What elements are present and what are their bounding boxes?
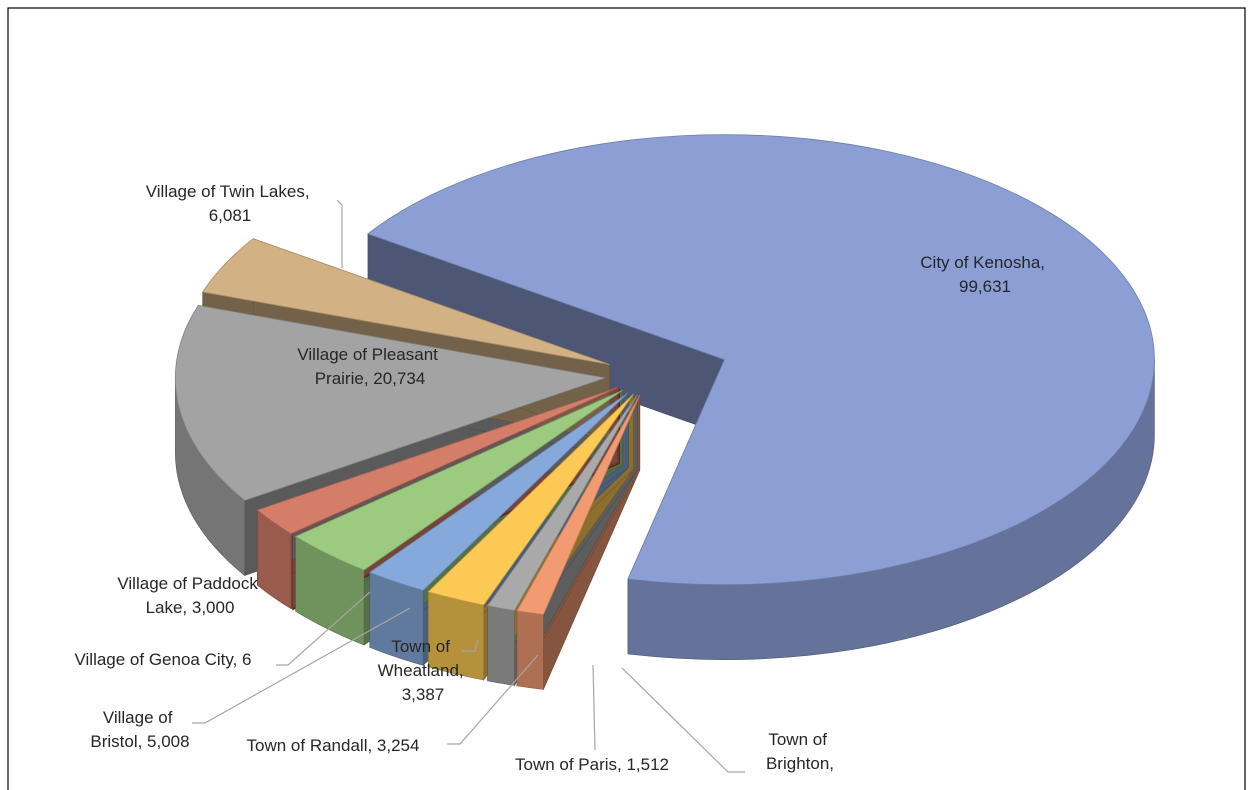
data-label: Town of Paris, 1,512: [515, 755, 669, 774]
data-label: Village of Paddock Lake, 3,000: [117, 574, 262, 617]
label-line: Village of Pleasant: [297, 345, 442, 364]
slice-outer-side: [516, 610, 544, 690]
data-label: Village of Genoa City, 6: [74, 650, 251, 669]
leader-line: [336, 199, 343, 268]
leader-line: [462, 639, 479, 652]
data-label: Village of Twin Lakes, 6,081: [146, 182, 315, 225]
leader-line: [447, 654, 539, 745]
label-line: Town of: [768, 730, 831, 749]
slice: [291, 388, 620, 536]
slice: [516, 395, 641, 615]
label-line: Village of Twin Lakes,: [146, 182, 315, 201]
leader-line: [621, 667, 745, 773]
label-line: 3,387: [402, 685, 445, 704]
leader-line: [592, 664, 596, 751]
data-labels: City of Kenosha, 99,631 Town of Brighton,…: [74, 182, 1049, 774]
data-label: Village of Pleasant Prairie, 20,734: [297, 345, 442, 388]
data-label: Town of Randall, 3,254: [247, 736, 420, 755]
label-line: Town of Randall, 3,254: [247, 736, 420, 755]
slice: [256, 387, 619, 535]
slice: [174, 304, 606, 501]
slice-tops: [174, 134, 1155, 615]
label-line: Wheatland,: [378, 661, 469, 680]
leader-line: [192, 607, 411, 724]
label-line: 6,081: [209, 206, 252, 225]
slice: [367, 134, 1155, 586]
data-label: Town of Wheatland, 3,387: [378, 637, 469, 704]
label-line: Village of: [103, 708, 177, 727]
label-line: Town of Paris, 1,512: [515, 755, 669, 774]
label-line: Bristol, 5,008: [90, 732, 189, 751]
label-line: City of Kenosha,: [920, 253, 1049, 272]
label-line: Village of Paddock: [117, 574, 262, 593]
label-line: Town of: [391, 637, 454, 656]
slice: [486, 394, 638, 611]
label-line: Brighton,: [766, 754, 834, 773]
slice: [294, 389, 623, 571]
label-line: 99,631: [959, 277, 1011, 296]
label-line: Prairie, 20,734: [315, 369, 426, 388]
slice: [201, 238, 610, 365]
data-label: Village of Bristol, 5,008: [90, 708, 189, 751]
slice: [427, 393, 634, 606]
data-label: City of Kenosha, 99,631: [920, 253, 1049, 296]
slice: [368, 392, 629, 591]
slice-outer-side: [487, 605, 515, 686]
label-line: Lake, 3,000: [146, 598, 235, 617]
leader-line: [276, 591, 371, 666]
label-line: Village of Genoa City, 6: [74, 650, 251, 669]
data-label: Town of Brighton,: [766, 730, 834, 773]
